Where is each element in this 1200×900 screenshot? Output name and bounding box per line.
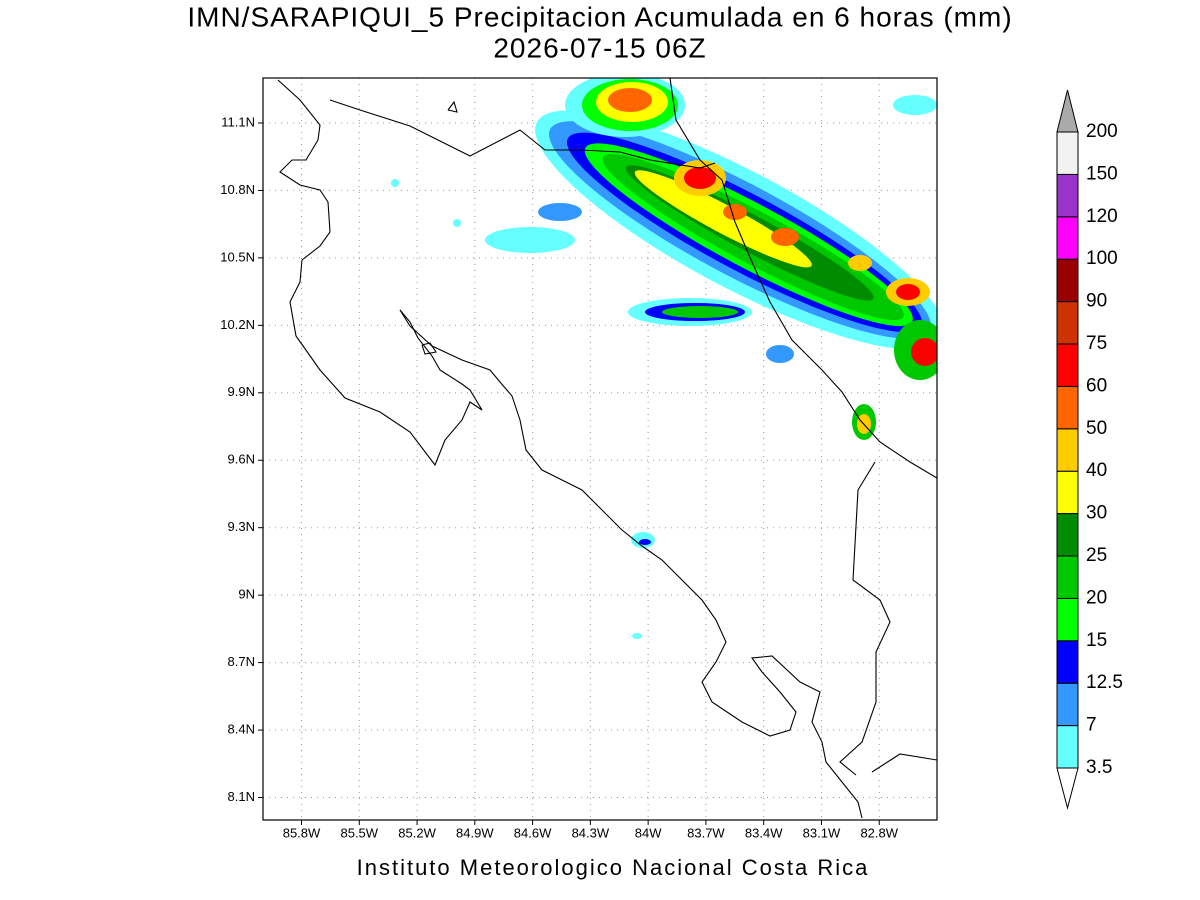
colorbar-box: [1056, 428, 1079, 472]
y-tick-label: 8.4N: [228, 721, 255, 736]
x-tick-label: 85.8W: [283, 825, 321, 840]
coastlines: [277, 78, 937, 819]
x-tick-label: 83.7W: [687, 825, 725, 840]
colorbar-label: 60: [1086, 375, 1107, 396]
colorbar-under: [1056, 767, 1079, 810]
colorbar-box: [1056, 343, 1079, 387]
x-tick-label: 85.5W: [340, 825, 378, 840]
grid: [263, 78, 937, 820]
colorbar-label: 100: [1086, 248, 1118, 269]
colorbar-label: 40: [1086, 460, 1107, 481]
x-tick-label: 83.4W: [745, 825, 783, 840]
colorbar-box: [1056, 216, 1079, 260]
colorbar-label: 30: [1086, 503, 1107, 524]
colorbar-label: 200: [1086, 121, 1118, 142]
y-tick-label: 10.5N: [220, 249, 255, 264]
map-frame: [262, 77, 938, 821]
colorbar-label: 15: [1086, 630, 1107, 651]
colorbar-label: 3.5: [1086, 757, 1112, 778]
precipitation-field: [391, 78, 937, 639]
colorbar-label: 150: [1086, 163, 1118, 184]
colorbar-box: [1056, 131, 1079, 175]
colorbar-box: [1056, 470, 1079, 515]
colorbar-label: 25: [1086, 545, 1107, 566]
colorbar-box: [1056, 682, 1079, 727]
x-tick-label: 84.3W: [572, 825, 610, 840]
y-tick-label: 9.9N: [228, 384, 255, 399]
colorbar-box: [1056, 725, 1079, 769]
colorbar-label: 75: [1086, 333, 1107, 354]
x-tick-label: 84W: [635, 825, 662, 840]
colorbar-box: [1056, 640, 1079, 684]
y-tick-label: 8.7N: [228, 654, 255, 669]
y-tick-label: 9N: [238, 587, 255, 602]
colorbar: 3.5 7 12.5 15 20 25 30 40 50 60 75 90 100 120 150 200: [1056, 89, 1123, 810]
x-tick-label: 84.9W: [456, 825, 494, 840]
footer: Instituto Meteorologico Nacional Costa R…: [357, 855, 870, 880]
y-tick-label: 9.6N: [228, 452, 255, 467]
colorbar-label: 20: [1086, 587, 1107, 608]
colorbar-box: [1056, 597, 1079, 642]
colorbar-box: [1056, 173, 1079, 218]
colorbar-label: 90: [1086, 291, 1107, 312]
x-tick-label: 84.6W: [514, 825, 552, 840]
x-tick-label: 85.2W: [398, 825, 436, 840]
x-tick-label: 83.1W: [803, 825, 841, 840]
y-tick-label: 11.1N: [221, 114, 255, 129]
y-tick-label: 8.1N: [228, 789, 255, 804]
colorbar-box: [1056, 301, 1079, 345]
colorbar-over: [1056, 89, 1079, 133]
colorbar-box: [1056, 513, 1079, 557]
colorbar-label: 120: [1086, 206, 1118, 227]
colorbar-label: 50: [1086, 418, 1107, 439]
x-tick-label: 82.8W: [860, 825, 898, 840]
colorbar-label: 12.5: [1086, 672, 1123, 693]
y-tick-label: 10.8N: [220, 182, 255, 197]
title: IMN/SARAPIQUI_5 Precipitacion Acumulada …: [187, 1, 1012, 32]
colorbar-box: [1056, 385, 1079, 430]
y-tick-label: 9.3N: [228, 519, 255, 534]
colorbar-label: 7: [1086, 715, 1097, 736]
colorbar-box: [1056, 258, 1079, 303]
colorbar-box: [1056, 555, 1079, 599]
y-tick-label: 10.2N: [220, 317, 255, 332]
subtitle: 2026-07-15 06Z: [493, 32, 706, 63]
